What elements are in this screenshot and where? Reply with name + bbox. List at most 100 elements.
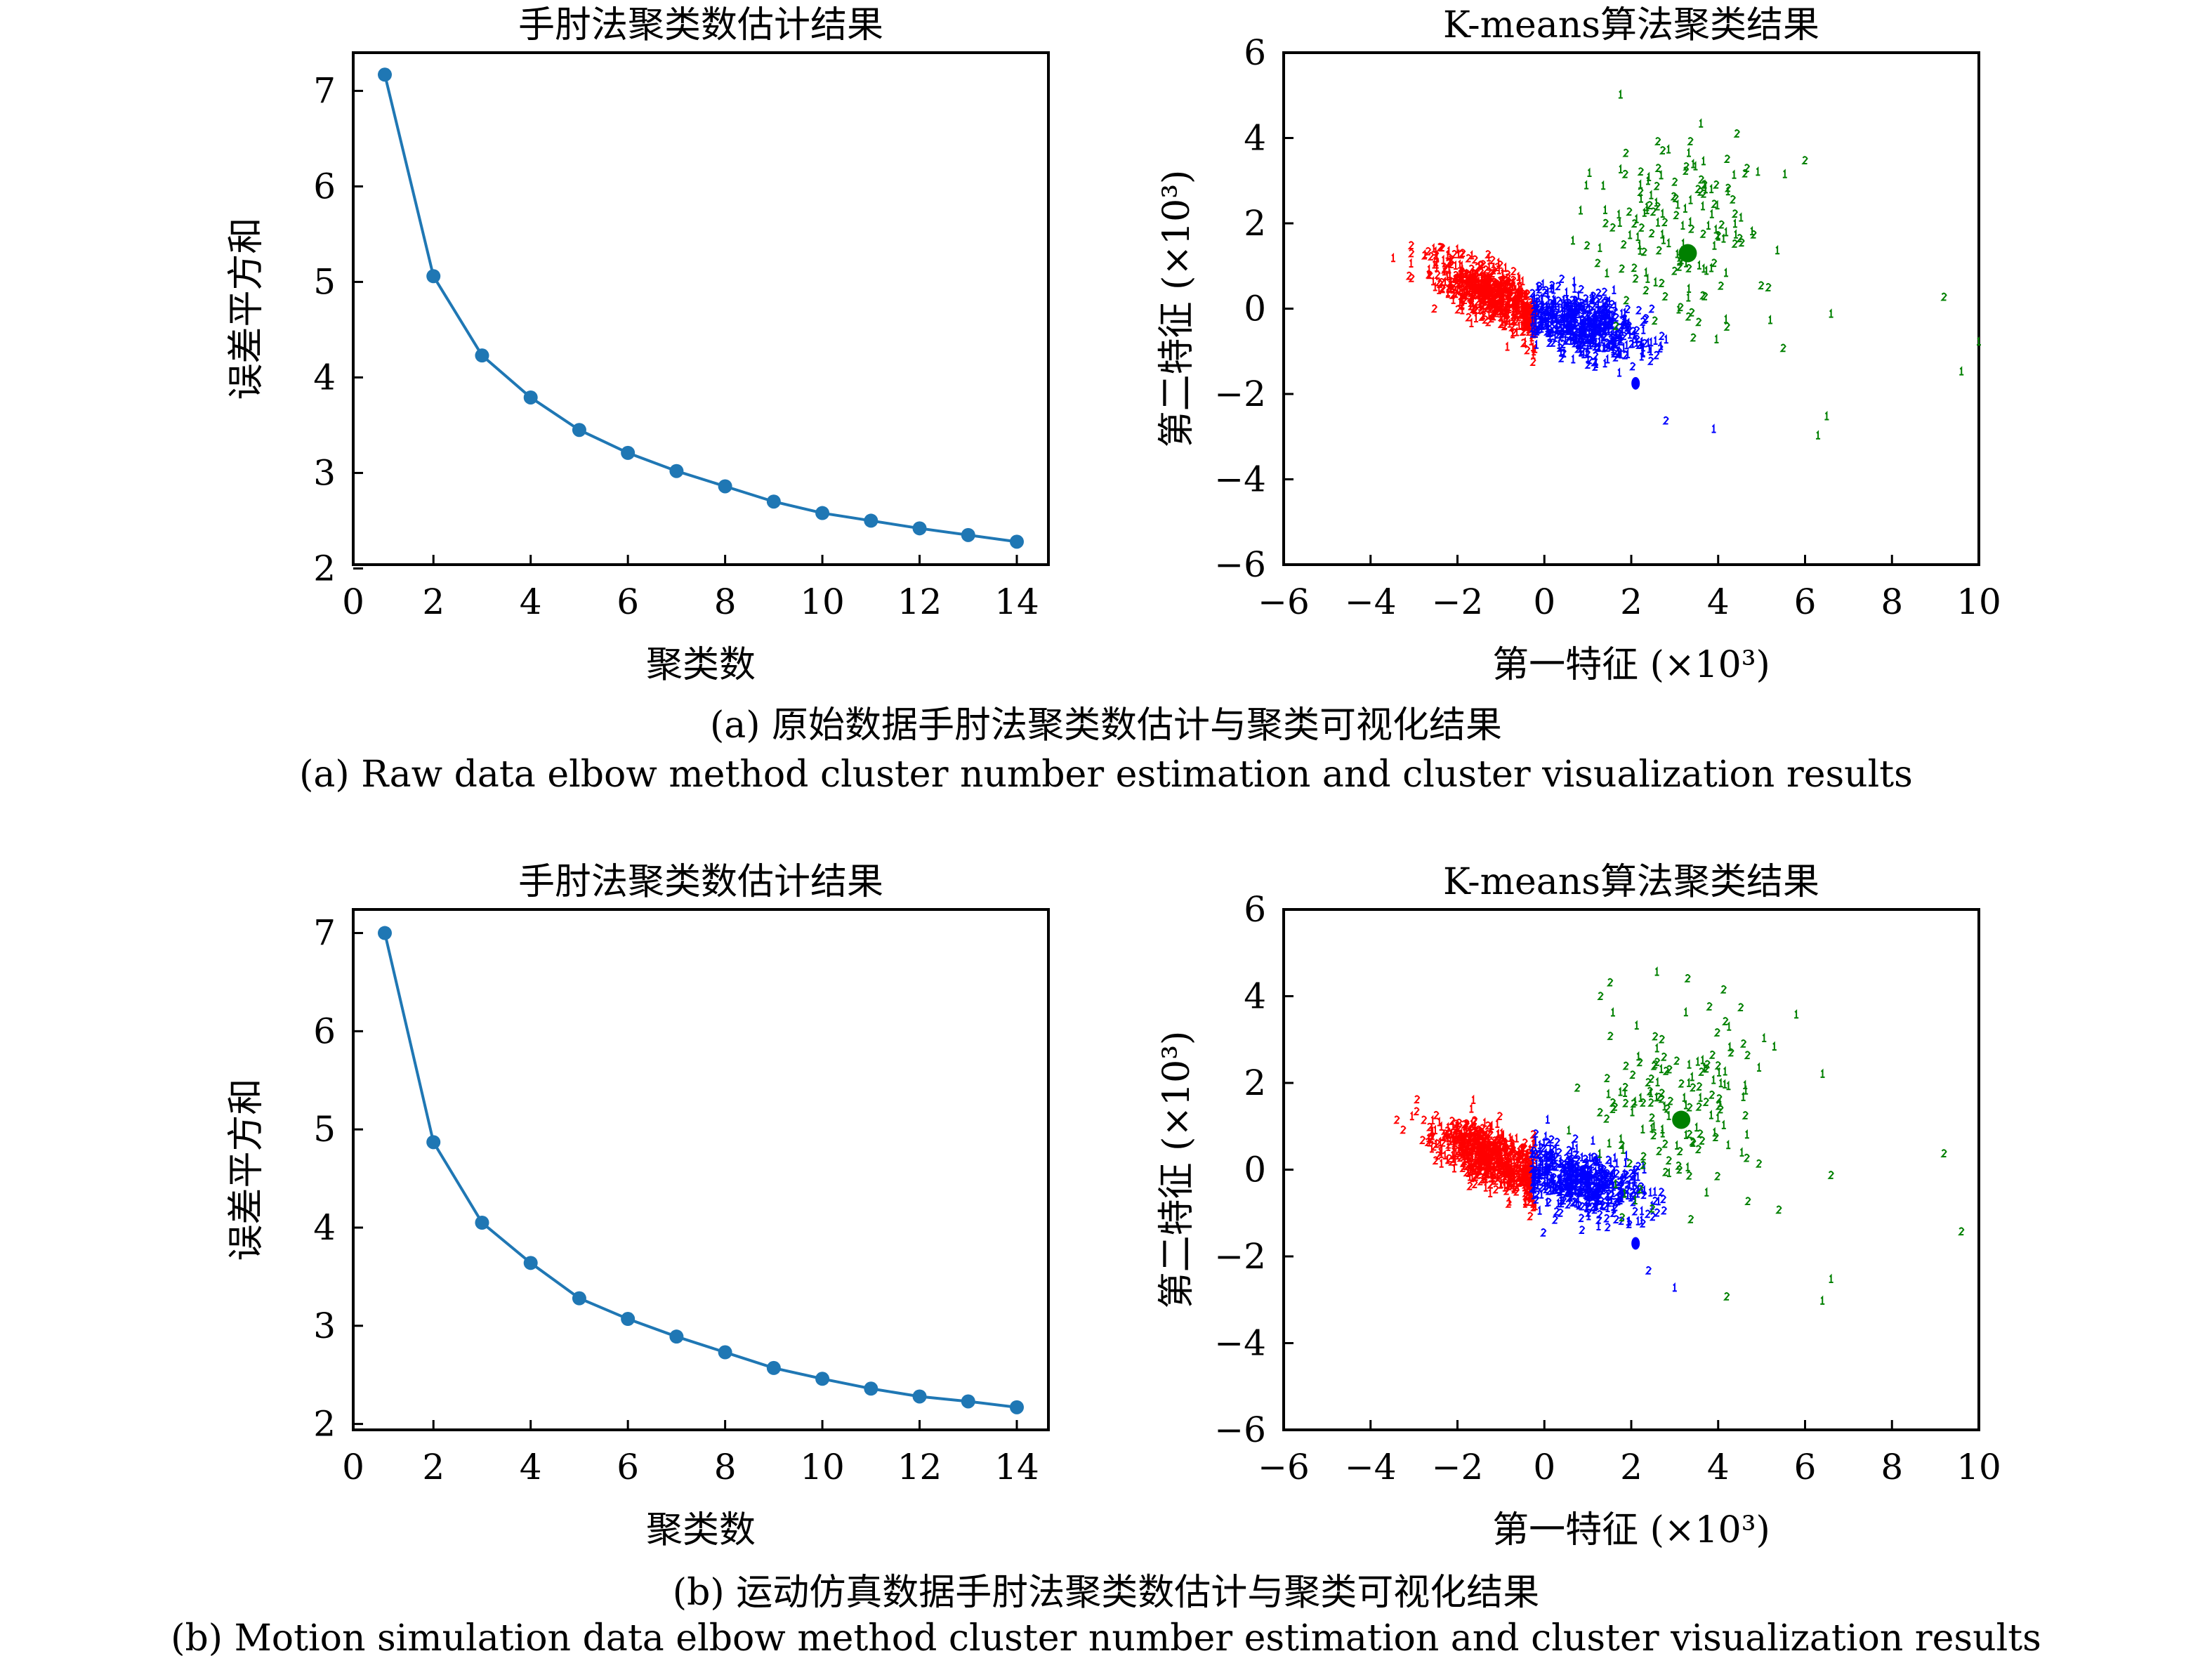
cluster-green-point xyxy=(1603,1074,1610,1082)
cluster-red-point xyxy=(1393,1115,1400,1124)
cluster-green-point xyxy=(1694,1122,1699,1132)
cluster-blue-point xyxy=(1641,324,1646,334)
cluster-green-point xyxy=(1687,283,1692,293)
cluster-red-point xyxy=(1487,1155,1495,1164)
cluster-red-point xyxy=(1495,1118,1500,1129)
x-tick-label: 4 xyxy=(1707,1447,1730,1487)
cluster-green-point xyxy=(1687,224,1695,233)
caption-a-en: (a) Raw data elbow method cluster number… xyxy=(299,754,1913,796)
x-tick-label: 6 xyxy=(617,581,639,622)
cluster-red-point xyxy=(1413,1095,1421,1104)
cluster-green-point xyxy=(1662,1066,1670,1075)
y-tick-label: 5 xyxy=(313,261,336,302)
cluster-green-point xyxy=(1699,230,1706,238)
cluster-green-point xyxy=(1630,1107,1635,1117)
outlier-point xyxy=(1672,1282,1677,1292)
cluster-green-point xyxy=(1782,169,1787,178)
plot-frame xyxy=(352,908,1050,1431)
cluster-blue-point xyxy=(1543,1164,1548,1174)
cluster-red-point xyxy=(1407,249,1415,258)
cluster-green-point xyxy=(1685,1129,1693,1138)
cluster-blue-point xyxy=(1553,1144,1558,1155)
cluster-blue-point xyxy=(1571,1178,1576,1188)
cluster-blue-point xyxy=(1652,1186,1657,1196)
cluster-blue-point xyxy=(1534,294,1541,303)
cluster-blue-point xyxy=(1607,1191,1615,1200)
cluster-red-point xyxy=(1451,249,1458,258)
cluster-green-point xyxy=(1729,195,1737,204)
cluster-blue-point xyxy=(1534,325,1541,334)
cluster-red-point xyxy=(1522,1169,1529,1178)
cluster-red-point xyxy=(1477,1136,1485,1145)
cluster-green-point xyxy=(1603,204,1608,214)
cluster-green-point xyxy=(1723,322,1730,331)
cluster-green-point xyxy=(1699,291,1706,300)
cluster-blue-point xyxy=(1565,1170,1572,1178)
data-point xyxy=(669,1329,684,1344)
cluster-red-point xyxy=(1473,1146,1480,1155)
cluster-green-point xyxy=(1666,1110,1671,1120)
cluster-blue-point xyxy=(1647,357,1654,365)
cluster-green-point xyxy=(1646,1086,1653,1096)
cluster-blue-point xyxy=(1562,1164,1569,1172)
cluster-red-point xyxy=(1520,275,1525,286)
cluster-red-point xyxy=(1451,1120,1456,1131)
cluster-blue-point xyxy=(1612,1202,1619,1211)
cluster-red-point xyxy=(1433,1124,1438,1135)
cluster-green-point xyxy=(1698,1067,1705,1076)
cluster-red-point xyxy=(1472,1135,1477,1145)
cluster-red-point xyxy=(1471,1094,1476,1105)
cluster-green-point xyxy=(1636,1051,1641,1061)
plot-frame xyxy=(1282,51,1980,566)
cluster-blue-point xyxy=(1578,315,1583,324)
cluster-red-point xyxy=(1500,268,1505,277)
cluster-blue-point xyxy=(1568,1158,1575,1167)
cluster-red-point xyxy=(1493,1138,1498,1148)
cluster-blue-point xyxy=(1632,1164,1637,1174)
cluster-red-point xyxy=(1481,1148,1489,1157)
cluster-green-point xyxy=(1601,180,1606,190)
cluster-green-point xyxy=(1697,260,1701,270)
data-point xyxy=(1010,1400,1024,1414)
cluster-red-point xyxy=(1466,271,1473,280)
cluster-red-point xyxy=(1525,289,1529,299)
cluster-blue-point xyxy=(1635,1188,1640,1198)
x-tick-label: 0 xyxy=(342,581,364,622)
cluster-green-point xyxy=(1645,1078,1652,1086)
cluster-blue-point xyxy=(1608,300,1616,308)
cluster-red-point xyxy=(1502,284,1507,294)
cluster-red-point xyxy=(1463,1150,1471,1159)
cluster-blue-point xyxy=(1590,1174,1595,1184)
cluster-red-point xyxy=(1480,1151,1487,1159)
cluster-green-point xyxy=(1635,231,1640,242)
cluster-blue-point xyxy=(1530,1147,1535,1157)
cluster-green-point xyxy=(1723,1079,1727,1089)
cluster-blue-point xyxy=(1559,322,1564,333)
cluster-blue-point xyxy=(1558,275,1565,283)
cluster-red-point xyxy=(1446,283,1451,294)
x-tick-label: 8 xyxy=(714,581,737,622)
x-tick-label: −2 xyxy=(1432,581,1484,622)
cluster-green-point xyxy=(1733,229,1738,239)
cluster-blue-point xyxy=(1562,1178,1569,1187)
cluster-blue-point xyxy=(1563,336,1570,345)
cluster-green-point xyxy=(1621,1144,1626,1154)
cluster-red-point xyxy=(1503,1137,1508,1147)
cluster-green-point xyxy=(1721,1119,1726,1129)
elbow-series-line xyxy=(383,74,1018,544)
cluster-green-point xyxy=(1718,1077,1723,1088)
x-tick-label: 4 xyxy=(1707,581,1730,622)
cluster-red-point xyxy=(1477,1127,1482,1137)
cluster-red-point xyxy=(1391,252,1396,263)
cluster-green-point xyxy=(1654,164,1661,173)
cluster-green-point xyxy=(1658,1089,1665,1098)
x-tick-label: 4 xyxy=(520,581,542,622)
cluster-red-point xyxy=(1433,250,1440,259)
cluster-green-point xyxy=(1654,202,1661,211)
cluster-red-point xyxy=(1521,1138,1528,1147)
cluster-green-point xyxy=(1708,1090,1716,1099)
cluster-green-point xyxy=(1622,1188,1627,1198)
cluster-blue-point xyxy=(1572,276,1576,286)
cluster-green-point xyxy=(1680,220,1685,230)
cluster-green-point xyxy=(1716,1094,1723,1103)
